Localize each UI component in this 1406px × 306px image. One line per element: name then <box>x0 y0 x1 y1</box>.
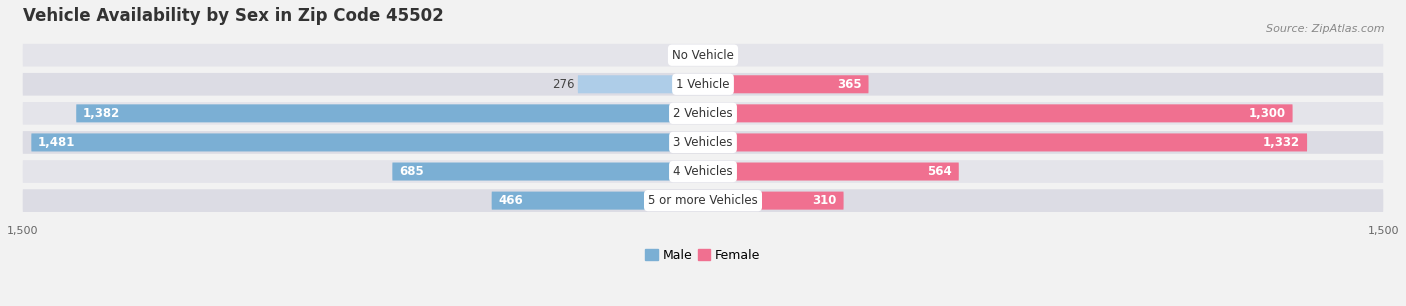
Text: 0: 0 <box>707 49 714 62</box>
FancyBboxPatch shape <box>22 73 1384 95</box>
Text: 1,382: 1,382 <box>83 107 121 120</box>
Text: Vehicle Availability by Sex in Zip Code 45502: Vehicle Availability by Sex in Zip Code … <box>22 7 443 25</box>
FancyBboxPatch shape <box>392 162 703 181</box>
FancyBboxPatch shape <box>22 102 1384 125</box>
Text: 276: 276 <box>551 78 574 91</box>
Legend: Male, Female: Male, Female <box>641 244 765 267</box>
Text: 2 Vehicles: 2 Vehicles <box>673 107 733 120</box>
Text: 365: 365 <box>837 78 862 91</box>
Text: 564: 564 <box>927 165 952 178</box>
Text: 5 or more Vehicles: 5 or more Vehicles <box>648 194 758 207</box>
Text: Source: ZipAtlas.com: Source: ZipAtlas.com <box>1267 24 1385 35</box>
FancyBboxPatch shape <box>703 75 869 93</box>
Text: No Vehicle: No Vehicle <box>672 49 734 62</box>
Text: 3 Vehicles: 3 Vehicles <box>673 136 733 149</box>
Text: 19: 19 <box>676 49 690 62</box>
FancyBboxPatch shape <box>22 44 1384 66</box>
FancyBboxPatch shape <box>492 192 703 210</box>
Text: 1,481: 1,481 <box>38 136 76 149</box>
FancyBboxPatch shape <box>695 46 703 64</box>
Text: 1 Vehicle: 1 Vehicle <box>676 78 730 91</box>
FancyBboxPatch shape <box>703 162 959 181</box>
FancyBboxPatch shape <box>31 133 703 151</box>
FancyBboxPatch shape <box>22 160 1384 183</box>
Text: 310: 310 <box>813 194 837 207</box>
FancyBboxPatch shape <box>76 104 703 122</box>
Text: 1,332: 1,332 <box>1263 136 1301 149</box>
FancyBboxPatch shape <box>703 133 1308 151</box>
FancyBboxPatch shape <box>22 189 1384 212</box>
Text: 685: 685 <box>399 165 423 178</box>
FancyBboxPatch shape <box>22 131 1384 154</box>
FancyBboxPatch shape <box>703 192 844 210</box>
Text: 466: 466 <box>499 194 523 207</box>
Text: 1,300: 1,300 <box>1249 107 1286 120</box>
FancyBboxPatch shape <box>703 104 1292 122</box>
FancyBboxPatch shape <box>578 75 703 93</box>
Text: 4 Vehicles: 4 Vehicles <box>673 165 733 178</box>
